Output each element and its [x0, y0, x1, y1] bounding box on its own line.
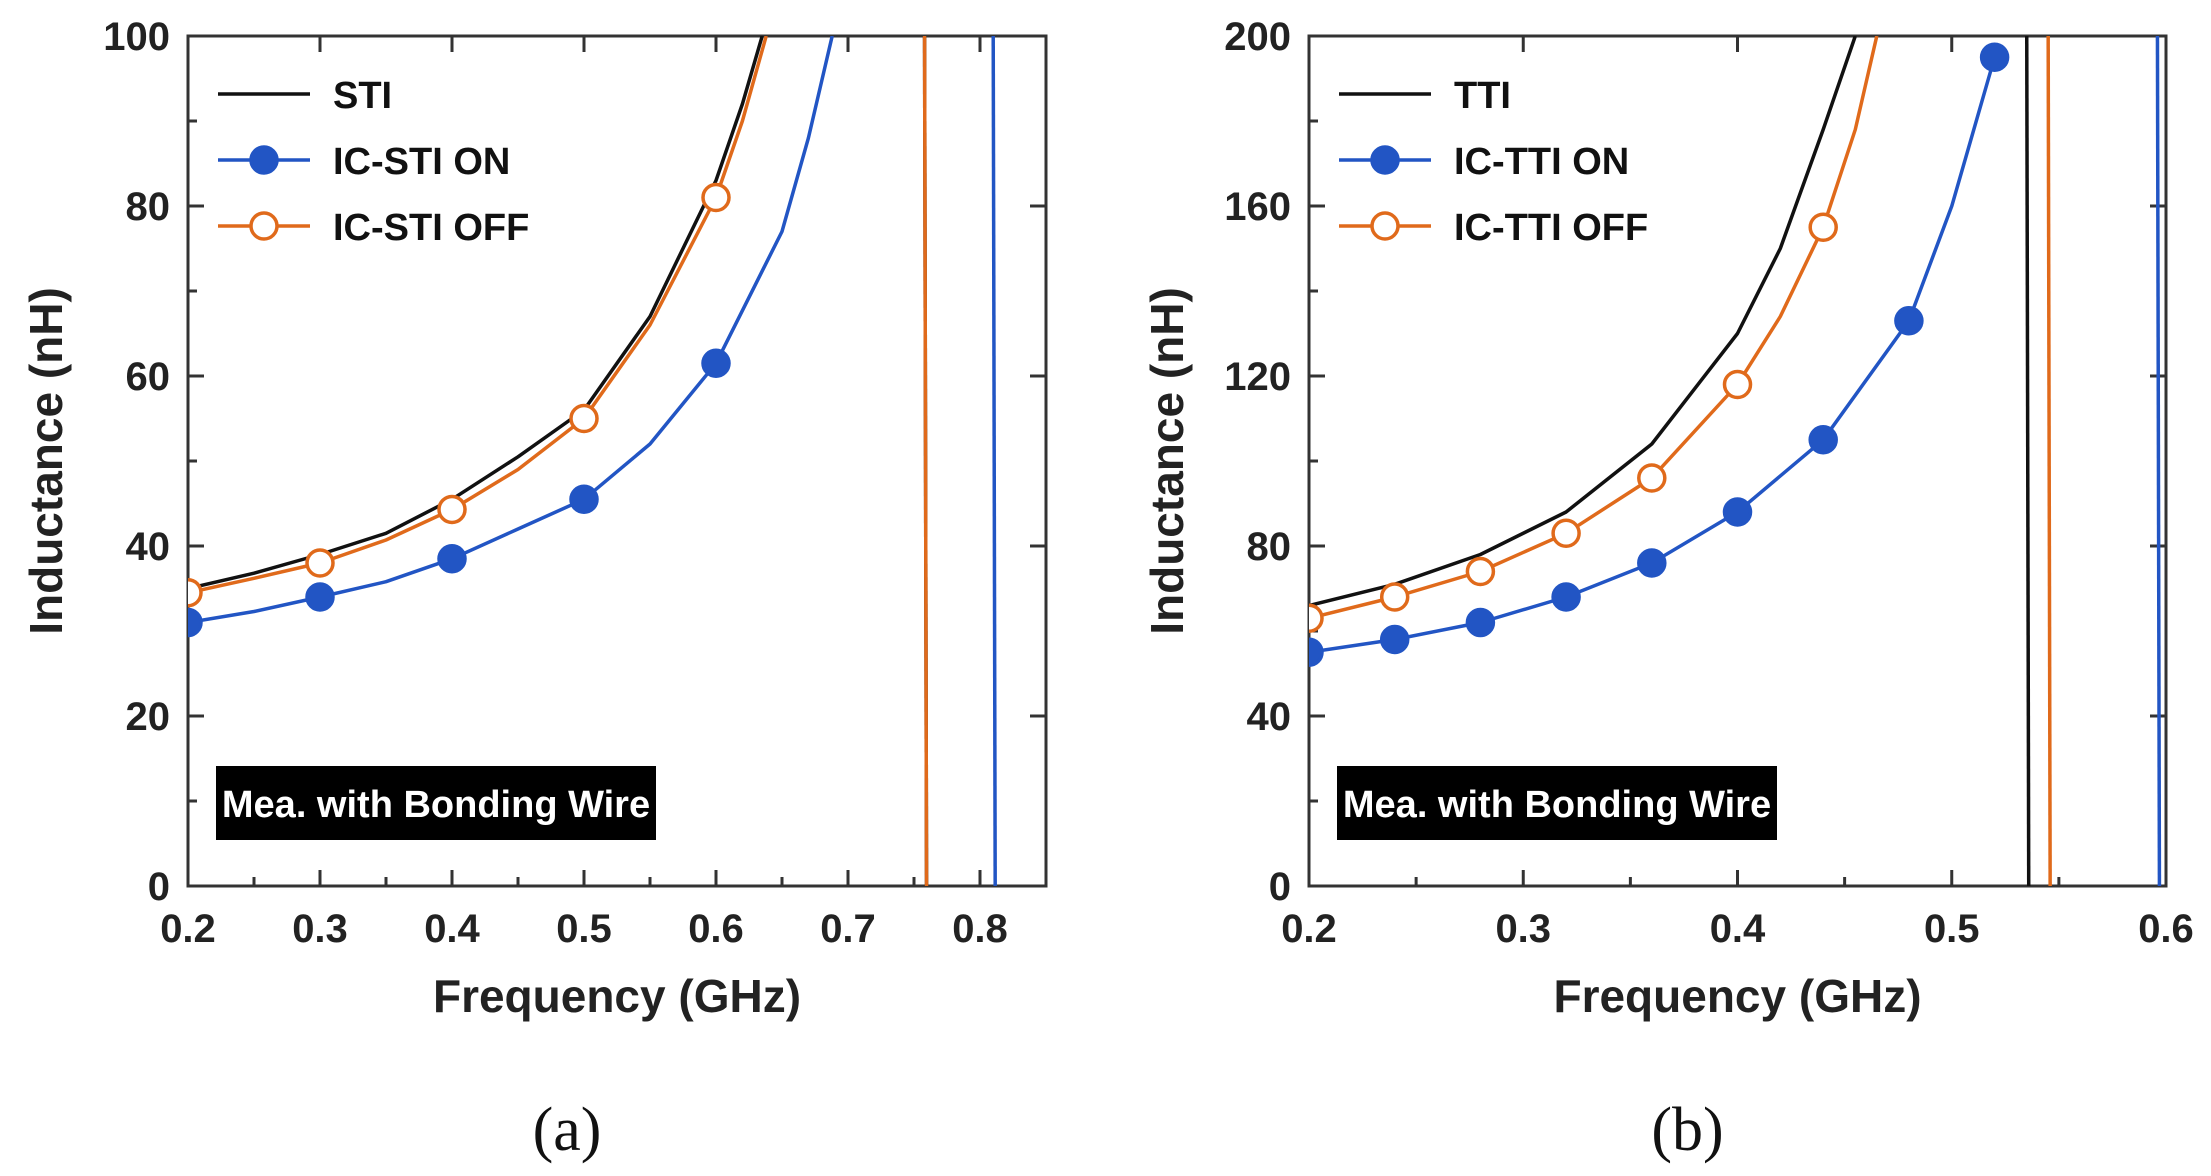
y-tick-label: 40: [126, 525, 171, 569]
legend-label-ic-sti-off: IC-STI OFF: [333, 207, 529, 249]
data-point-ic-tti-on: [1722, 497, 1753, 527]
x-tick-label: 0.2: [1281, 907, 1337, 951]
chart-panel-b: 0.2 0.3 0.4 0.5 0.6 0 40 80 120 160 200 Frequency (…: [1141, 15, 2194, 1164]
x-tick-label: 0.6: [2138, 907, 2194, 951]
data-point-ic-tti-on: [1637, 548, 1667, 578]
series-line-ic-tti-on: [1309, 56, 1997, 655]
y-tick-label: 160: [1224, 185, 1291, 229]
legend-marker-ic-tti-on: [1370, 145, 1400, 175]
y-tick-label: 120: [1224, 355, 1291, 399]
data-point-ic-sti-on: [305, 582, 335, 612]
resonance-line-ic-sti-off: [922, 36, 929, 886]
data-point-ic-tti-on: [1979, 42, 2010, 72]
data-point-ic-tti-off: [1309, 603, 1324, 633]
x-tick-label: 0.5: [1924, 907, 1980, 951]
y-tick-label: 40: [1247, 695, 1292, 739]
legend-label-tti: TTI: [1454, 75, 1511, 117]
panel-caption: (b): [1651, 1096, 1723, 1164]
series-line-tti: [1309, 36, 1857, 608]
annotation-box: [1337, 766, 1777, 840]
data-point-ic-tti-off: [1808, 212, 1838, 242]
y-tick-label: 100: [103, 15, 170, 59]
data-point-ic-sti-on: [437, 544, 467, 574]
y-tick-label: 0: [148, 865, 170, 909]
data-point-ic-tti-off: [1722, 369, 1753, 400]
x-tick-label: 0.4: [1710, 907, 1766, 951]
data-point-ic-sti-off: [188, 578, 203, 608]
data-point-ic-tti-on: [1808, 425, 1838, 455]
data-point-ic-sti-off: [305, 548, 335, 578]
annotation-text: Mea. with Bonding Wire: [222, 784, 650, 826]
chart-panel-a: 0.2 0.3 0.4 0.5 0.6 0.7 0.8 0 20 40 60 80 100 Frequen…: [20, 15, 1048, 1164]
x-tick-label: 0.6: [688, 907, 744, 951]
resonance-line-ic-tti-off: [2046, 36, 2052, 886]
y-tick-label: 20: [126, 695, 171, 739]
x-tick-label: 0.7: [820, 907, 876, 951]
resonance-line-tti: [2024, 36, 2031, 886]
plot-area: [188, 36, 997, 886]
data-point-ic-sti-off: [569, 403, 599, 434]
legend-label-sti: STI: [333, 75, 392, 117]
y-tick-label: 0: [1269, 865, 1291, 909]
legend-label-ic-tti-on: IC-TTI ON: [1454, 141, 1629, 183]
series-line-sti: [188, 36, 764, 591]
plot-frame: [1307, 34, 2168, 888]
series-line-ic-tti-off: [1309, 36, 1879, 620]
data-point-ic-sti-on: [569, 484, 599, 514]
x-tick-label: 0.2: [160, 907, 216, 951]
plot-frame: [186, 34, 1048, 888]
data-point-ic-tti-off: [1551, 518, 1581, 548]
data-point-ic-tti-on: [1379, 624, 1410, 655]
y-tick-label: 80: [126, 185, 171, 229]
panel-caption: (a): [533, 1096, 602, 1164]
series-line-ic-sti-off: [188, 36, 768, 595]
x-tick-label: 0.5: [556, 907, 612, 951]
annotation-box: [216, 766, 656, 840]
legend-marker-ic-sti-on: [249, 145, 279, 175]
y-tick-label: 60: [126, 355, 171, 399]
annotation-text: Mea. with Bonding Wire: [1343, 784, 1771, 826]
legend-label-ic-tti-off: IC-TTI OFF: [1454, 207, 1648, 249]
y-axis-label: Inductance (nH): [1141, 287, 1193, 635]
data-point-ic-tti-off: [1465, 556, 1496, 587]
legend-marker-ic-sti-off: [249, 211, 279, 241]
data-point-ic-sti-on: [701, 348, 731, 378]
data-point-ic-tti-on: [1551, 582, 1581, 612]
y-tick-label: 200: [1224, 15, 1291, 59]
plot-area: [1309, 36, 2162, 886]
data-point-ic-tti-on: [1894, 306, 1924, 336]
legend-marker-ic-tti-off: [1370, 211, 1400, 241]
resonance-line-ic-tti-on: [2155, 36, 2162, 886]
data-point-ic-tti-off: [1637, 463, 1667, 493]
data-point-ic-tti-on: [1465, 607, 1496, 638]
y-tick-label: 80: [1247, 525, 1292, 569]
data-point-ic-tti-on: [1309, 637, 1324, 667]
data-point-ic-sti-off: [701, 182, 731, 213]
data-point-ic-sti-off: [437, 494, 467, 525]
data-point-ic-tti-off: [1379, 582, 1410, 612]
x-tick-label: 0.8: [952, 907, 1008, 951]
x-tick-label: 0.4: [424, 907, 480, 951]
y-axis-label: Inductance (nH): [20, 287, 72, 635]
x-tick-label: 0.3: [1495, 907, 1551, 951]
data-point-ic-sti-on: [188, 607, 203, 638]
resonance-line-ic-sti-on: [991, 36, 997, 886]
x-axis-label: Frequency (GHz): [1553, 970, 1921, 1022]
x-tick-label: 0.3: [292, 907, 348, 951]
legend-label-ic-sti-on: IC-STI ON: [333, 141, 510, 183]
x-axis-label: Frequency (GHz): [433, 970, 801, 1022]
